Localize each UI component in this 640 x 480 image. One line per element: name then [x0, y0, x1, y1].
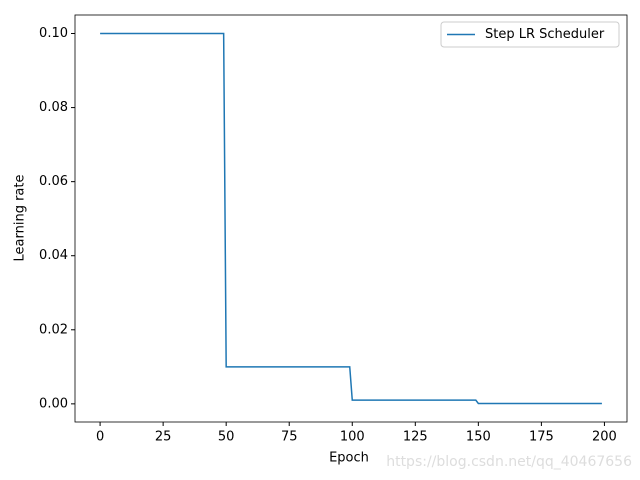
y-axis-label: Learning rate	[13, 175, 28, 262]
x-tick-label: 200	[592, 430, 617, 445]
x-tick-label: 150	[466, 430, 491, 445]
x-tick-label: 0	[96, 430, 104, 445]
y-tick-label: 0.06	[39, 174, 68, 189]
x-tick-label: 100	[340, 430, 365, 445]
x-tick-label: 50	[218, 430, 235, 445]
y-tick-label: 0.04	[39, 248, 68, 263]
x-tick-label: 75	[281, 430, 298, 445]
legend-box	[440, 21, 620, 48]
y-tick-label: 0.08	[39, 100, 68, 115]
x-tick-label: 125	[403, 430, 428, 445]
legend-label: Step LR Scheduler	[485, 27, 605, 42]
x-tick-label: 25	[155, 430, 172, 445]
x-tick-label: 175	[529, 430, 554, 445]
axes-frame	[74, 14, 628, 423]
y-tick-label: 0.02	[39, 322, 68, 337]
x-axis-label: Epoch	[329, 451, 369, 466]
line	[100, 32, 602, 405]
watermark: https://blog.csdn.net/qq_40467656	[386, 454, 632, 470]
y-tick-label: 0.00	[39, 396, 68, 411]
y-tick-label: 0.10	[39, 26, 68, 41]
